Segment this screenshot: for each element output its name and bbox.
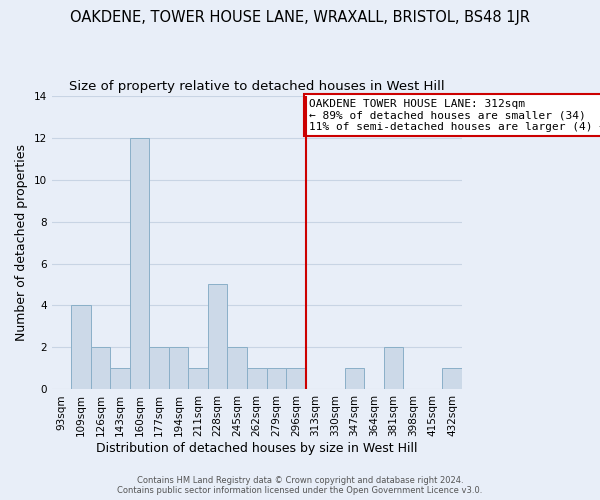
X-axis label: Distribution of detached houses by size in West Hill: Distribution of detached houses by size … [96,442,418,455]
Bar [383,348,403,390]
Text: OAKDENE, TOWER HOUSE LANE, WRAXALL, BRISTOL, BS48 1JR: OAKDENE, TOWER HOUSE LANE, WRAXALL, BRIS… [70,10,530,25]
Bar [91,348,110,390]
Bar [442,368,462,390]
Bar [227,348,247,390]
Bar [169,348,188,390]
Bar [286,368,305,390]
Bar [208,284,227,390]
Bar [110,368,130,390]
Bar [188,368,208,390]
Bar [149,348,169,390]
Bar [266,368,286,390]
Y-axis label: Number of detached properties: Number of detached properties [15,144,28,341]
Text: Contains HM Land Registry data © Crown copyright and database right 2024.
Contai: Contains HM Land Registry data © Crown c… [118,476,482,495]
Title: Size of property relative to detached houses in West Hill: Size of property relative to detached ho… [69,80,445,93]
Bar [247,368,266,390]
Bar [130,138,149,390]
Bar [71,306,91,390]
Bar [344,368,364,390]
Text: OAKDENE TOWER HOUSE LANE: 312sqm
← 89% of detached houses are smaller (34)
11% o: OAKDENE TOWER HOUSE LANE: 312sqm ← 89% o… [308,98,600,132]
